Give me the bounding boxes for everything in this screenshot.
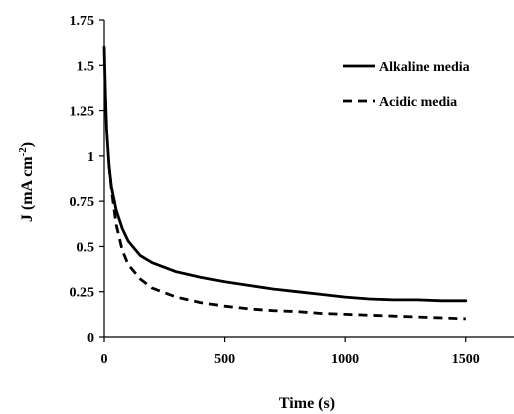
legend: Alkaline media Acidic media bbox=[343, 60, 470, 110]
y-tick-label: 0 bbox=[87, 331, 94, 346]
y-tick-label: 0.5 bbox=[77, 240, 95, 255]
y-axis-title: J (mA cm-2) bbox=[17, 142, 36, 222]
series-line-alkaline bbox=[104, 47, 466, 301]
x-tick-label: 0 bbox=[101, 352, 108, 367]
x-tick-label: 1500 bbox=[452, 352, 480, 367]
x-tick-label: 1000 bbox=[331, 352, 359, 367]
y-axis-title-close: ) bbox=[19, 142, 36, 147]
x-axis-title: Time (s) bbox=[279, 395, 335, 412]
x-ticks: 0 500 1000 1500 bbox=[101, 337, 480, 367]
y-tick-label: 1 bbox=[87, 150, 94, 165]
y-tick-label: 0.25 bbox=[70, 286, 95, 301]
y-tick-label: 1.75 bbox=[70, 14, 95, 29]
legend-label-acidic: Acidic media bbox=[379, 95, 457, 110]
legend-label-alkaline: Alkaline media bbox=[379, 60, 470, 75]
y-axis-title-main: J (mA cm bbox=[19, 156, 36, 222]
series-layer bbox=[104, 47, 466, 319]
y-tick-label: 1.25 bbox=[70, 105, 95, 120]
y-ticks: 0 0.25 0.5 0.75 1 1.25 1.5 1.75 bbox=[70, 14, 105, 346]
series-line-acidic bbox=[109, 165, 466, 319]
y-tick-label: 1.5 bbox=[77, 59, 95, 74]
x-tick-label: 500 bbox=[214, 352, 235, 367]
y-tick-label: 0.75 bbox=[70, 195, 95, 210]
